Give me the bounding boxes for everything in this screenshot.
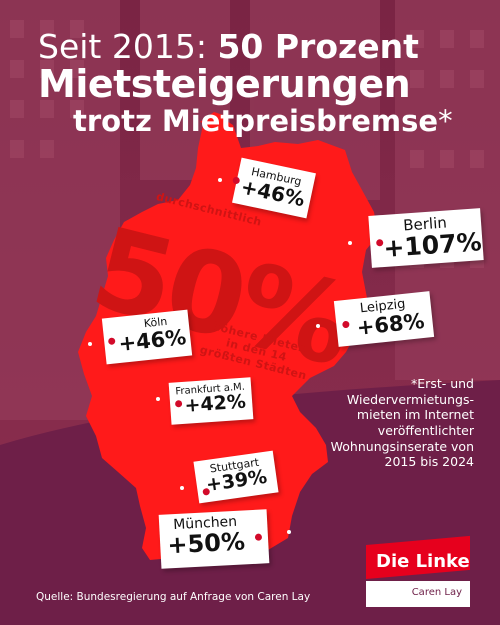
party-logo: Die Linke Caren Lay <box>366 535 470 607</box>
headline: Seit 2015: 50 Prozent Mietsteigerungen t… <box>38 30 478 136</box>
hamburg-marker <box>218 178 222 182</box>
frankfurt-marker <box>156 397 160 401</box>
city-change: +107% <box>382 226 483 263</box>
headline-subject: Mietsteigerungen <box>38 62 411 106</box>
footnote-marker: * <box>438 104 453 138</box>
source-credit: Quelle: Bundesregierung auf Anfrage von … <box>36 591 311 603</box>
berlin-marker <box>348 241 352 245</box>
leipzig-marker <box>316 324 320 328</box>
logo-person: Caren Lay <box>411 587 462 598</box>
price-tag-frankfurt: Frankfurt a.M. +42% <box>168 377 254 425</box>
koeln-marker <box>88 342 92 346</box>
headline-figure: 50 Prozent <box>217 27 419 66</box>
city-change: +50% <box>166 527 246 560</box>
price-tag-koeln: Köln +46% <box>101 309 193 365</box>
headline-qualifier: trotz Mietpreisbremse <box>73 104 439 138</box>
muenchen-marker <box>287 530 291 534</box>
logo-brand: Die Linke <box>376 551 470 572</box>
footnote: *Erst- und Wiedervermietungs-mieten im I… <box>330 376 474 470</box>
price-tag-muenchen: München +50% <box>158 509 270 569</box>
stuttgart-marker <box>180 486 184 490</box>
headline-prefix: Seit 2015: <box>38 27 207 66</box>
price-tag-berlin: Berlin +107% <box>368 208 484 268</box>
